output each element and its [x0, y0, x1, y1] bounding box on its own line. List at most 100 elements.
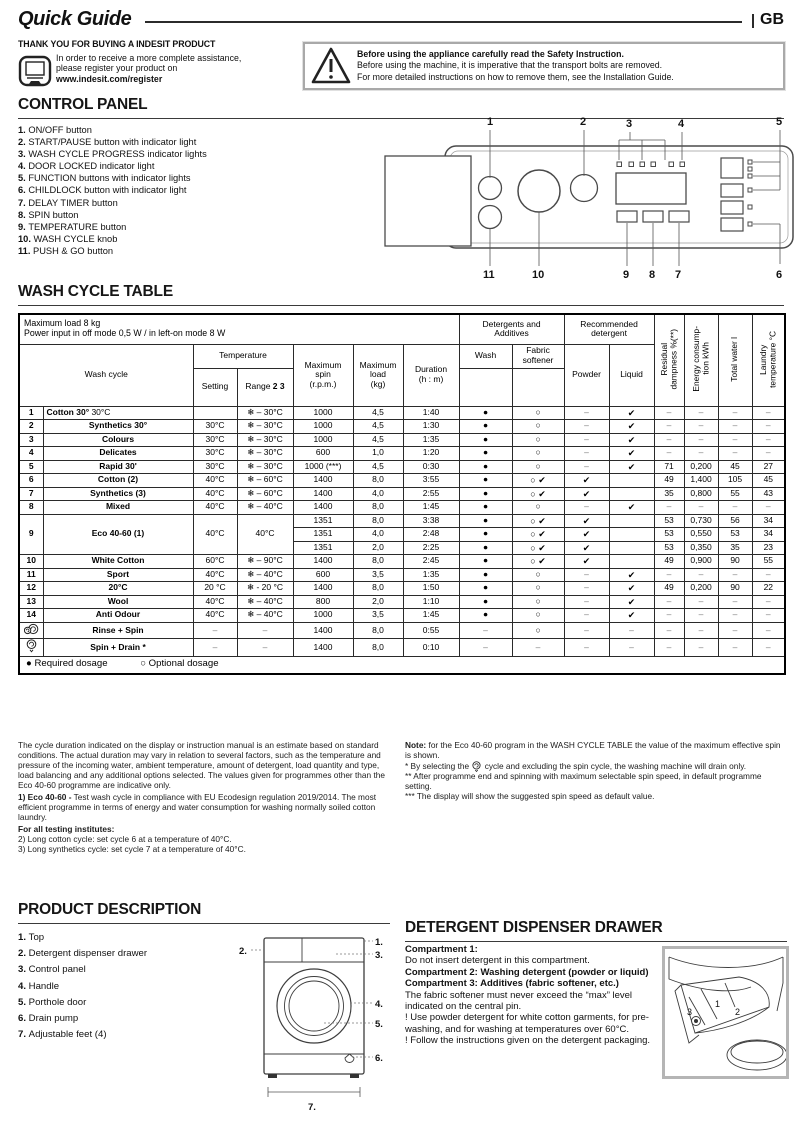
water-cell: – — [717, 432, 753, 447]
col-powder: Powder — [563, 343, 610, 407]
water-cell: – — [717, 594, 753, 609]
cycle-number-cell: 12 — [18, 581, 44, 596]
residual-dampness-cell: – — [653, 432, 685, 447]
residual-dampness-cell: – — [653, 419, 685, 434]
laundry-temp-cell: 45 — [751, 473, 786, 488]
water-cell: – — [717, 638, 753, 657]
spin-cell: 1000 — [292, 608, 354, 623]
liquid-cell — [608, 486, 655, 501]
cycle-row: 10 White Cotton 60°C ❄ – 90°C 1400 8,0 2:45 ● ○ … — [18, 554, 786, 569]
function-buttons — [720, 157, 744, 232]
cycle-number-cell: 8 — [18, 500, 44, 515]
spin-cell: 1351 — [292, 527, 354, 542]
control-panel-item: 6. CHILDLOCK button with indicator light — [18, 185, 187, 196]
softener-dosage-cell: ○ — [511, 621, 565, 640]
residual-dampness-cell: 71 — [653, 459, 685, 474]
col-wash-cycle: Wash cycle — [18, 343, 194, 407]
water-cell: 55 — [717, 486, 753, 501]
duration-cell: 1:30 — [402, 419, 460, 434]
laundry-temp-cell: – — [751, 621, 786, 640]
cycle-row: 1 Cotton 30° 30°C ❄ – 30°C 1000 4,5 1:40 ● ○ – ✔ –… — [18, 405, 786, 420]
wash-dosage-cell: – — [458, 638, 513, 657]
laundry-temp-cell: 43 — [751, 486, 786, 501]
wash-dosage-cell: ● — [458, 405, 513, 420]
wash-dosage-cell: ● — [458, 459, 513, 474]
temperature-range-cell: 40°C — [236, 513, 294, 555]
softener-dosage-cell: ○ — [511, 567, 565, 582]
energy-cell: – — [683, 419, 719, 434]
spin-cell: 1400 — [292, 500, 354, 515]
liquid-cell: ✔ — [608, 446, 655, 461]
cycle-row: 7 Synthetics (3) 40°C ❄ – 60°C 1400 4,0 2:55 ● ○… — [18, 486, 786, 501]
product-description-item: 7. Adjustable feet (4) — [18, 1029, 107, 1041]
temperature-range-cell: ❄ – 40°C — [236, 500, 294, 515]
cycle-row: 3 Colours 30°C ❄ – 30°C 1000 4,5 1:35 ● ○ – ✔ – – – – — [18, 432, 786, 447]
liquid-cell: ✔ — [608, 500, 655, 515]
softener-dosage-cell: ○ — [511, 419, 565, 434]
load-cell: 4,5 — [352, 405, 404, 420]
thank-you-line1: In order to receive a more complete assi… — [56, 52, 242, 63]
duration-cell: 1:50 — [402, 581, 460, 596]
col-range: Range 2 3 — [236, 367, 294, 407]
temperature-range-cell: ❄ – 90°C — [236, 554, 294, 569]
control-panel-item: 8. SPIN button — [18, 209, 79, 220]
duration-cell: 3:55 — [402, 473, 460, 488]
col-temperature: Temperature — [192, 343, 294, 369]
softener-dosage-cell: ○ ✔ — [511, 540, 565, 555]
residual-dampness-cell: 49 — [653, 473, 685, 488]
duration-cell: 1:40 — [402, 405, 460, 420]
drawer-number-1: 1 — [715, 999, 720, 1009]
spin-cell: 1400 — [292, 621, 354, 640]
product-description-item: 3. Control panel — [18, 964, 86, 976]
duration-cell: 1:45 — [402, 500, 460, 515]
progress-indicator-lights — [616, 161, 685, 167]
warning-text: Before using the appliance carefully rea… — [357, 49, 682, 83]
cycle-row: 12 20°C 20 °C ❄ - 20 °C 1400 8,0 1:50 ● ○ – ✔ 49 0,2… — [18, 581, 786, 596]
dispenser-text: Compartment 1: Do not insert detergent i… — [405, 944, 662, 1047]
energy-cell: – — [683, 432, 719, 447]
cycle-number-cell: 14 — [18, 608, 44, 623]
star-note-2: ** After programme end and spinning with… — [405, 770, 762, 791]
spin-cell: 600 — [292, 446, 354, 461]
liquid-cell: – — [608, 621, 655, 640]
temperature-setting-cell: 20 °C — [192, 581, 238, 596]
powder-cell: – — [563, 432, 610, 447]
compartment-3-text: The fabric softener must never exceed th… — [405, 989, 633, 1013]
wash-dosage-cell: ● — [458, 527, 513, 542]
cycle-name-cell: Spin + Drain * — [42, 638, 194, 657]
water-cell: – — [717, 608, 753, 623]
spin-cell: 1400 — [292, 638, 354, 657]
energy-cell: – — [683, 594, 719, 609]
temperature-range-cell: ❄ – 30°C — [236, 419, 294, 434]
residual-dampness-cell: – — [653, 567, 685, 582]
callout-3: 3 — [626, 118, 632, 130]
dispenser-drawer-illustration: 1 2 3 — [662, 946, 789, 1079]
laundry-temp-cell: – — [751, 638, 786, 657]
temperature-button — [616, 210, 638, 223]
temperature-range-cell: – — [236, 621, 294, 640]
cycle-subrow: 1351 4,0 2:48 ● ○ ✔ ✔ 53 0,550 53 34 — [19, 527, 786, 542]
liquid-cell: ✔ — [608, 459, 655, 474]
liquid-cell: ✔ — [608, 594, 655, 609]
energy-cell: – — [683, 638, 719, 657]
push-and-go-button — [477, 204, 503, 230]
control-panel-item: 9. TEMPERATURE button — [18, 221, 127, 232]
powder-cell: – — [563, 446, 610, 461]
callout-6: 6 — [776, 269, 782, 281]
powder-cell: ✔ — [563, 513, 610, 528]
energy-cell: – — [683, 567, 719, 582]
callout-10: 10 — [532, 269, 544, 281]
temperature-range-cell: ❄ – 40°C — [236, 608, 294, 623]
water-cell: 56 — [717, 513, 753, 528]
powder-cell: – — [563, 581, 610, 596]
softener-dosage-cell: ○ ✔ — [511, 527, 565, 542]
temperature-range-cell: ❄ – 30°C — [236, 432, 294, 447]
spin-cell: 1000 — [292, 419, 354, 434]
softener-dosage-cell: ○ — [511, 405, 565, 420]
water-cell: – — [717, 446, 753, 461]
powder-cell: – — [563, 621, 610, 640]
cycle-name-cell: Eco 40-60 (1) — [42, 513, 194, 555]
water-cell: 53 — [717, 527, 753, 542]
control-panel-item: 5. FUNCTION buttons with indicator light… — [18, 173, 191, 184]
product-description-item: 5. Porthole door — [18, 996, 87, 1008]
